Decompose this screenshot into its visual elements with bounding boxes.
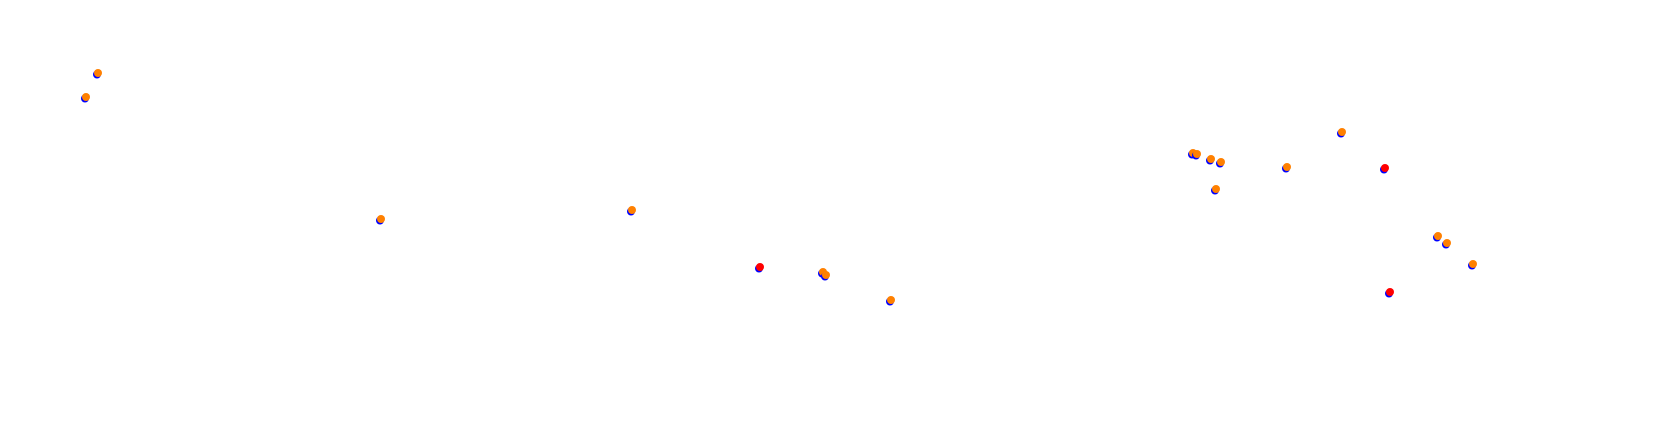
point-marker <box>1381 164 1389 172</box>
point-marker <box>822 271 830 279</box>
point-marker <box>1212 185 1220 193</box>
data-point-4 <box>755 263 764 273</box>
point-marker <box>1217 158 1225 166</box>
data-point-17 <box>1442 239 1451 249</box>
point-marker <box>377 215 385 223</box>
data-point-16 <box>1433 232 1442 242</box>
point-marker <box>1193 150 1201 158</box>
point-marker <box>82 93 90 101</box>
point-marker <box>1338 128 1346 136</box>
data-point-14 <box>1337 128 1346 138</box>
point-marker <box>887 296 895 304</box>
data-point-6 <box>821 271 830 281</box>
point-marker <box>1386 288 1394 296</box>
point-marker <box>1207 155 1215 163</box>
data-point-3 <box>627 206 636 216</box>
point-marker <box>1443 239 1451 247</box>
data-point-12 <box>1211 185 1220 195</box>
point-marker <box>1469 260 1477 268</box>
data-point-13 <box>1282 163 1291 173</box>
data-point-9 <box>1192 150 1201 160</box>
point-marker <box>1283 163 1291 171</box>
data-point-18 <box>1468 260 1477 270</box>
data-point-2 <box>376 215 385 225</box>
point-marker <box>94 69 102 77</box>
data-point-1 <box>81 93 90 103</box>
point-marker <box>1434 232 1442 240</box>
point-marker <box>628 206 636 214</box>
data-point-11 <box>1216 158 1225 168</box>
data-point-7 <box>886 296 895 306</box>
data-point-19 <box>1385 288 1394 298</box>
data-point-15 <box>1380 164 1389 174</box>
point-marker <box>756 263 764 271</box>
data-point-10 <box>1206 155 1215 165</box>
data-point-0 <box>93 69 102 79</box>
